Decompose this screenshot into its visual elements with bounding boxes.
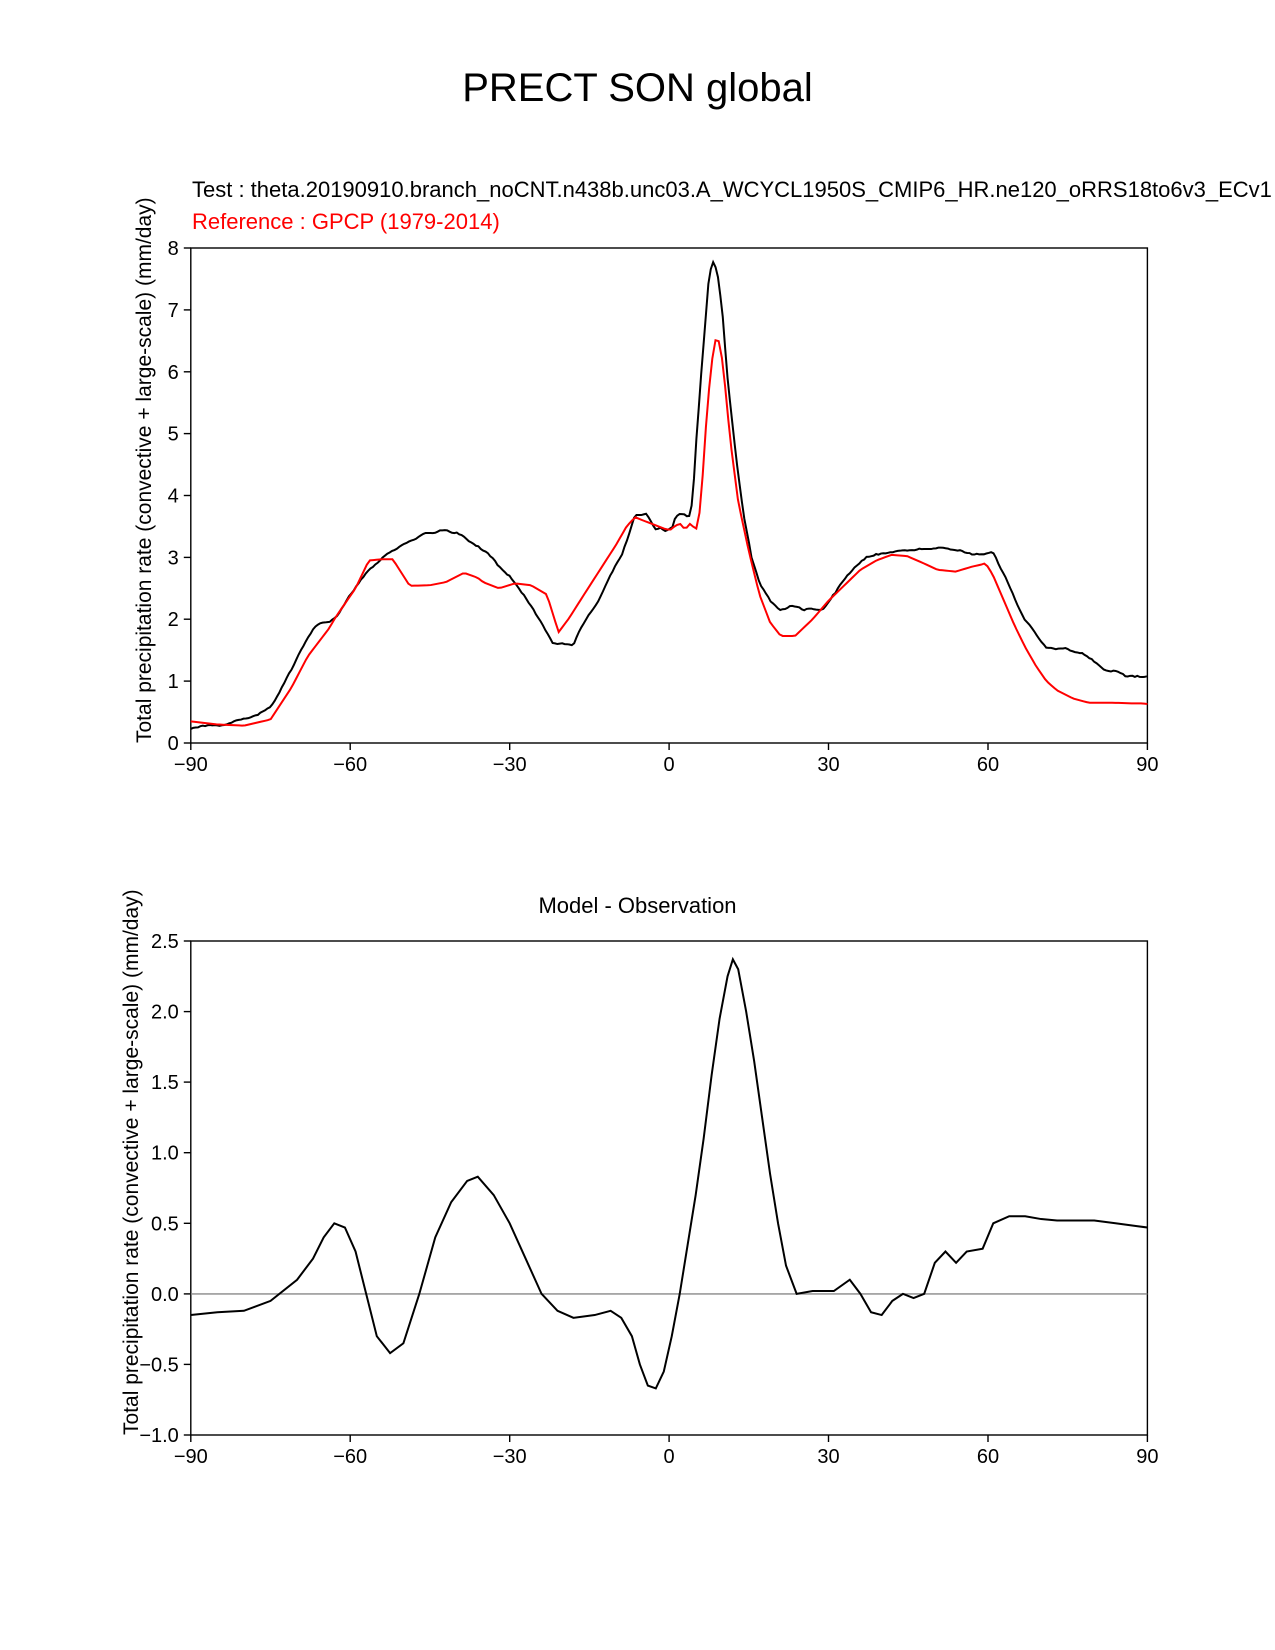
svg-text:−90: −90 xyxy=(174,1446,208,1468)
svg-text:60: 60 xyxy=(977,1446,999,1468)
svg-text:0: 0 xyxy=(664,1446,675,1468)
svg-text:2.5: 2.5 xyxy=(151,931,179,953)
svg-text:0.0: 0.0 xyxy=(151,1284,179,1306)
svg-text:−30: −30 xyxy=(493,1446,527,1468)
svg-text:−0.5: −0.5 xyxy=(139,1354,178,1376)
svg-text:0.5: 0.5 xyxy=(151,1213,179,1235)
svg-text:90: 90 xyxy=(1136,1446,1158,1468)
svg-text:−1.0: −1.0 xyxy=(139,1425,178,1447)
svg-text:2.0: 2.0 xyxy=(151,1002,179,1024)
svg-text:1.5: 1.5 xyxy=(151,1072,179,1094)
svg-text:−60: −60 xyxy=(333,1446,367,1468)
svg-text:30: 30 xyxy=(817,1446,839,1468)
svg-text:1.0: 1.0 xyxy=(151,1143,179,1165)
